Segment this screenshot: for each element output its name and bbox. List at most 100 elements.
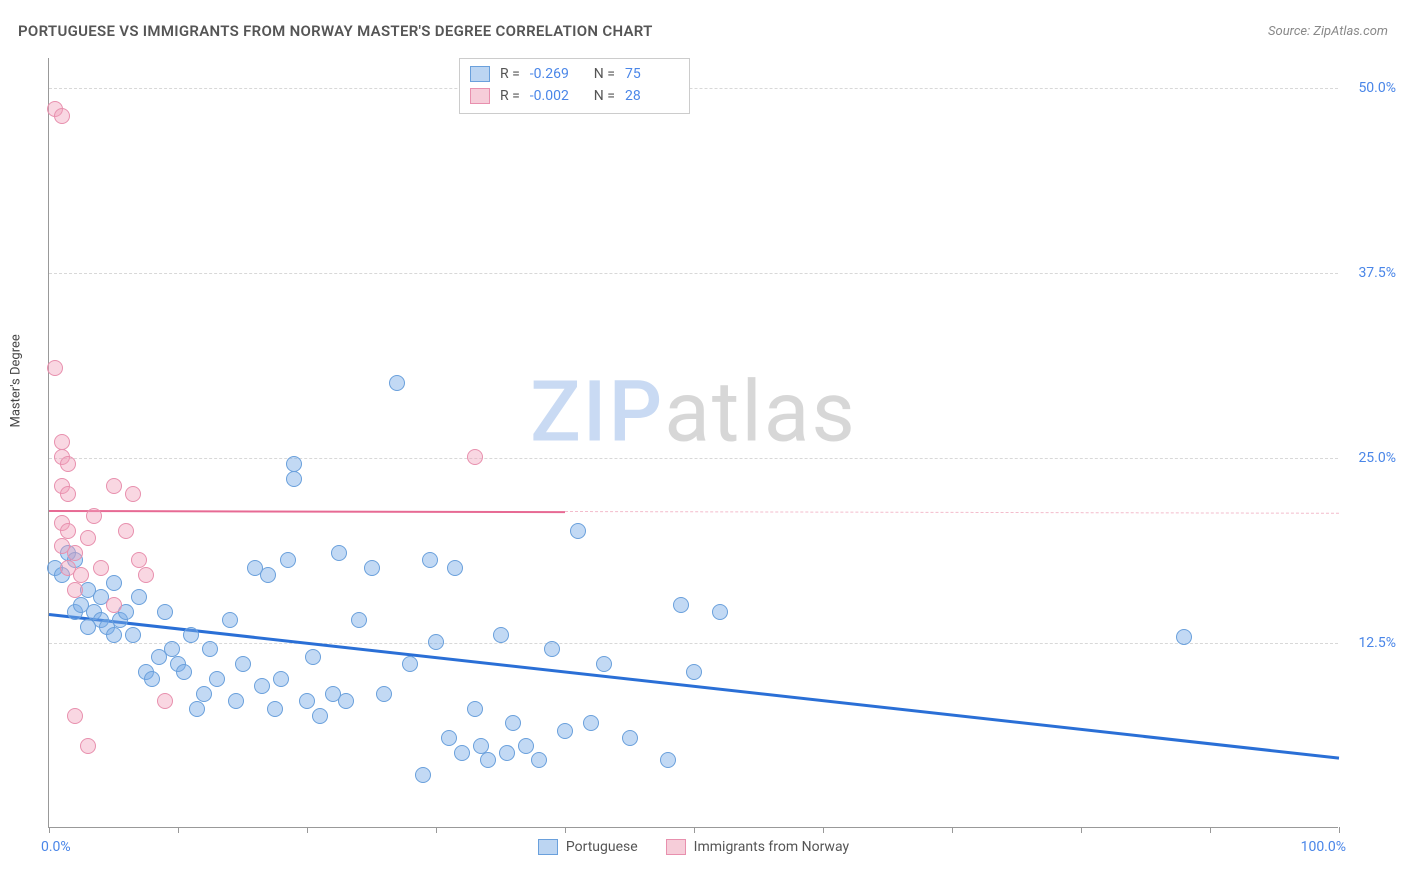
data-point <box>338 693 354 709</box>
data-point <box>60 523 76 539</box>
source-attribution: Source: ZipAtlas.com <box>1268 24 1388 39</box>
data-point <box>557 723 573 739</box>
data-point <box>712 604 728 620</box>
data-point <box>183 627 199 643</box>
data-point <box>202 641 218 657</box>
x-tick <box>436 827 437 833</box>
data-point <box>422 552 438 568</box>
trend-line <box>49 510 565 513</box>
gridline <box>49 458 1338 459</box>
data-point <box>267 701 283 717</box>
data-point <box>389 375 405 391</box>
legend-item-0: Portuguese <box>538 839 638 855</box>
x-axis-label-min: 0.0% <box>41 839 71 855</box>
data-point <box>473 738 489 754</box>
x-tick <box>49 827 50 833</box>
data-point <box>428 634 444 650</box>
data-point <box>54 434 70 450</box>
data-point <box>164 641 180 657</box>
y-tick-label: 50.0% <box>1344 80 1396 96</box>
r-label: R = <box>500 88 520 104</box>
series-legend: Portuguese Immigrants from Norway <box>49 839 1338 855</box>
data-point <box>125 486 141 502</box>
swatch-series-1 <box>470 88 490 104</box>
data-point <box>222 612 238 628</box>
data-point <box>106 627 122 643</box>
data-point <box>106 597 122 613</box>
data-point <box>505 715 521 731</box>
gridline <box>49 273 1338 274</box>
data-point <box>80 530 96 546</box>
x-tick <box>1210 827 1211 833</box>
data-point <box>67 582 83 598</box>
data-point <box>499 745 515 761</box>
data-point <box>131 552 147 568</box>
data-point <box>467 449 483 465</box>
y-tick-label: 25.0% <box>1344 450 1396 466</box>
data-point <box>209 671 225 687</box>
data-point <box>118 523 134 539</box>
y-tick-label: 37.5% <box>1344 265 1396 281</box>
data-point <box>570 523 586 539</box>
y-axis-title: Master's Degree <box>9 334 24 427</box>
data-point <box>54 108 70 124</box>
data-point <box>673 597 689 613</box>
data-point <box>331 545 347 561</box>
x-tick <box>952 827 953 833</box>
data-point <box>228 693 244 709</box>
data-point <box>447 560 463 576</box>
data-point <box>441 730 457 746</box>
data-point <box>351 612 367 628</box>
legend-label-1: Immigrants from Norway <box>694 839 849 855</box>
data-point <box>280 552 296 568</box>
data-point <box>305 649 321 665</box>
data-point <box>260 567 276 583</box>
data-point <box>67 545 83 561</box>
legend-label-0: Portuguese <box>566 839 638 855</box>
trend-line-dashed <box>565 511 1339 514</box>
data-point <box>60 456 76 472</box>
x-tick <box>1339 827 1340 833</box>
data-point <box>299 693 315 709</box>
data-point <box>583 715 599 731</box>
gridline <box>49 88 1338 89</box>
x-tick <box>1081 827 1082 833</box>
data-point <box>73 567 89 583</box>
chart-title: PORTUGUESE VS IMMIGRANTS FROM NORWAY MAS… <box>18 22 653 40</box>
data-point <box>189 701 205 717</box>
data-point <box>125 627 141 643</box>
data-point <box>493 627 509 643</box>
data-point <box>86 508 102 524</box>
data-point <box>47 360 63 376</box>
watermark: ZIPatlas <box>530 362 857 461</box>
data-point <box>196 686 212 702</box>
swatch-series-0-bottom <box>538 839 558 855</box>
x-axis-label-max: 100.0% <box>1301 839 1346 855</box>
data-point <box>596 656 612 672</box>
data-point <box>376 686 392 702</box>
data-point <box>415 767 431 783</box>
data-point <box>106 575 122 591</box>
data-point <box>273 671 289 687</box>
data-point <box>480 752 496 768</box>
x-tick <box>694 827 695 833</box>
r-label: R = <box>500 66 520 82</box>
data-point <box>254 678 270 694</box>
data-point <box>93 560 109 576</box>
data-point <box>454 745 470 761</box>
data-point <box>531 752 547 768</box>
data-point <box>518 738 534 754</box>
data-point <box>106 478 122 494</box>
data-point <box>144 671 160 687</box>
data-point <box>286 456 302 472</box>
data-point <box>176 664 192 680</box>
x-tick <box>307 827 308 833</box>
x-tick <box>565 827 566 833</box>
watermark-zip: ZIP <box>530 362 664 461</box>
n-label: N = <box>594 66 615 82</box>
x-tick <box>178 827 179 833</box>
data-point <box>60 486 76 502</box>
swatch-series-1-bottom <box>666 839 686 855</box>
data-point <box>157 604 173 620</box>
data-point <box>402 656 418 672</box>
